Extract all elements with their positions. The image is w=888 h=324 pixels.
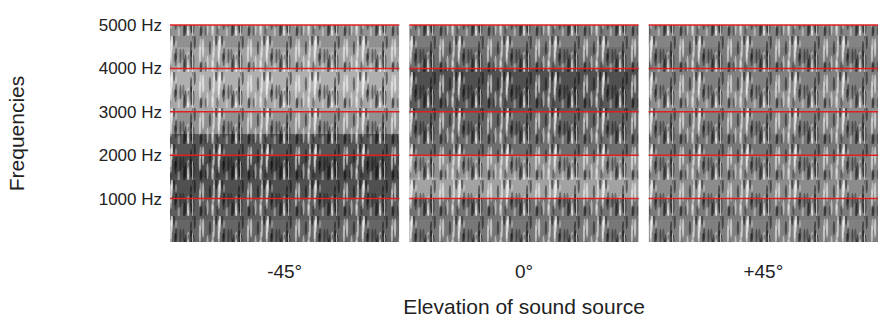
category-label: 0°	[515, 261, 533, 282]
category-label: -45°	[267, 261, 302, 282]
grid-line	[170, 111, 399, 113]
grid-line	[409, 111, 638, 113]
grid-line	[649, 111, 878, 113]
tick-label: 4000 Hz	[99, 59, 162, 78]
grid-line	[409, 198, 638, 200]
grid-line	[649, 198, 878, 200]
texture-overlay	[649, 25, 878, 242]
tick-label: 5000 Hz	[99, 16, 162, 35]
panel	[170, 25, 399, 242]
grid-line	[649, 154, 878, 156]
chart: -45° 0° +45° 1000 Hz 2000 Hz 3000 Hz 4000 Hz 50…	[0, 0, 888, 324]
texture-overlay	[409, 25, 638, 242]
tick-label: 3000 Hz	[99, 103, 162, 122]
tick-label: 1000 Hz	[99, 190, 162, 209]
grid-line	[170, 198, 399, 200]
grid-line	[409, 154, 638, 156]
texture-overlay	[170, 25, 399, 242]
category-label: +45°	[743, 261, 783, 282]
grid-line	[409, 68, 638, 70]
grid-line	[170, 68, 399, 70]
panel	[409, 25, 638, 242]
panel	[649, 25, 878, 242]
tick-label: 2000 Hz	[99, 146, 162, 165]
grid-line	[409, 24, 638, 26]
grid-line	[170, 24, 399, 26]
grid-line	[170, 154, 399, 156]
grid-line	[649, 24, 878, 26]
grid-line	[649, 68, 878, 70]
axis-title: Frequencies	[5, 76, 28, 192]
axis-title: Elevation of sound source	[403, 295, 645, 318]
